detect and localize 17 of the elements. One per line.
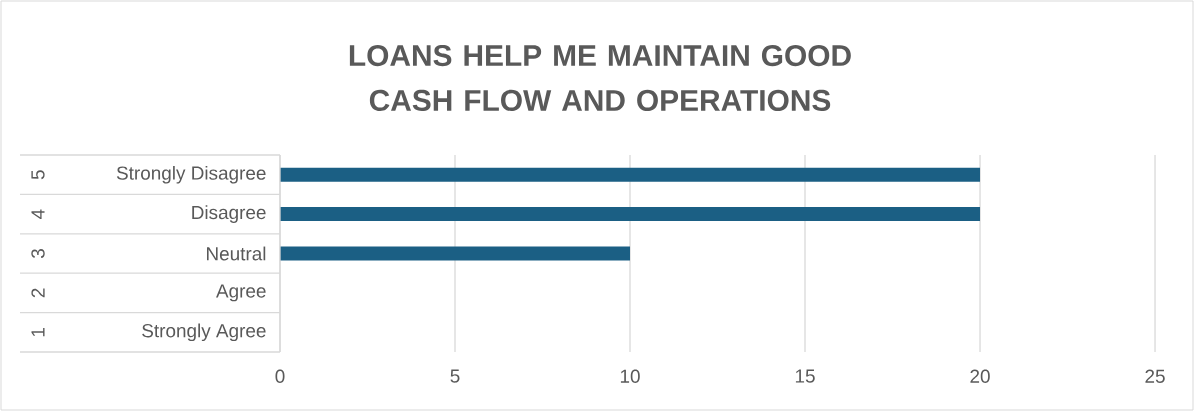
x-tick-label: 5 [450, 369, 460, 383]
x-tick-label: 0 [275, 369, 285, 383]
y-tick-label: Disagree [192, 205, 266, 223]
chart-title: LOANS HELP ME MAINTAIN GOOD CASH FLOW AND OPERATIONS [349, 45, 851, 111]
x-tick-label: 20 [970, 369, 990, 383]
x-tick-label: 15 [795, 369, 815, 383]
text: 5 [31, 170, 45, 180]
text: 1 [31, 327, 45, 337]
text: 4 [31, 209, 45, 219]
y-tick-label: Agree [216, 284, 266, 302]
y-tick-label: Neutral [207, 246, 266, 261]
y-tick-label: Strongly Disagree [116, 165, 266, 184]
text: 2 [31, 288, 45, 298]
y-tick-label: Strongly Agree [142, 323, 266, 342]
x-tick-label: 10 [620, 369, 640, 383]
text: 3 [31, 249, 45, 259]
x-tick-label: 25 [1145, 369, 1165, 383]
